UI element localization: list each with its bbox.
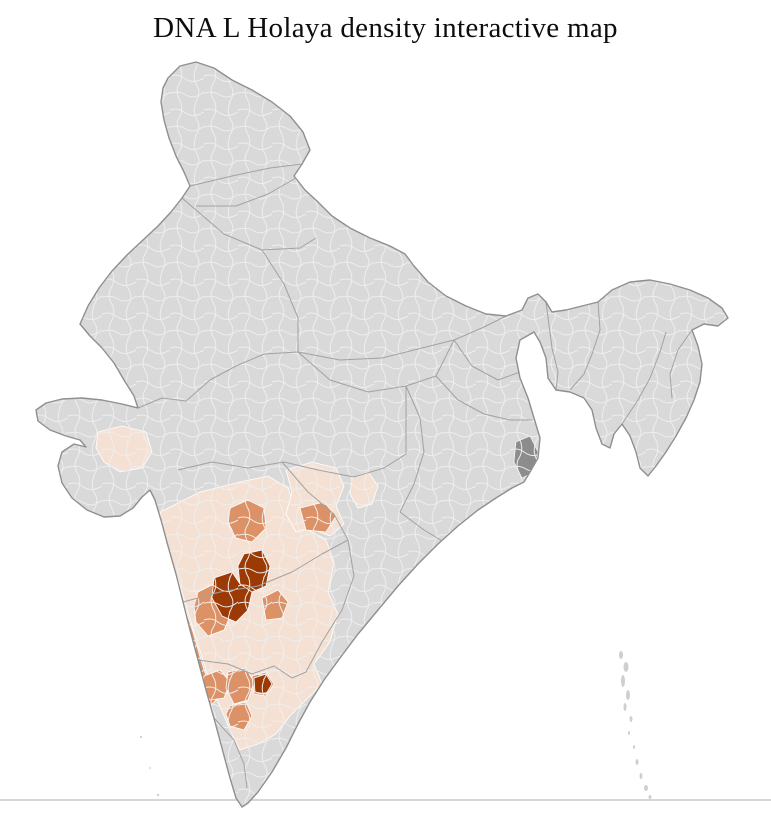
state-borders (137, 163, 693, 789)
bottom-divider (0, 799, 771, 801)
page-title: DNA L Holaya density interactive map (153, 12, 618, 44)
andaman-nicobar-islands[interactable] (619, 651, 652, 799)
india-outline (35, 61, 729, 808)
lakshadweep-islands[interactable] (139, 735, 160, 797)
